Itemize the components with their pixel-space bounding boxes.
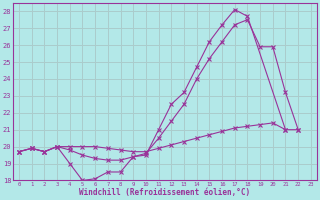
X-axis label: Windchill (Refroidissement éolien,°C): Windchill (Refroidissement éolien,°C) [79, 188, 251, 197]
